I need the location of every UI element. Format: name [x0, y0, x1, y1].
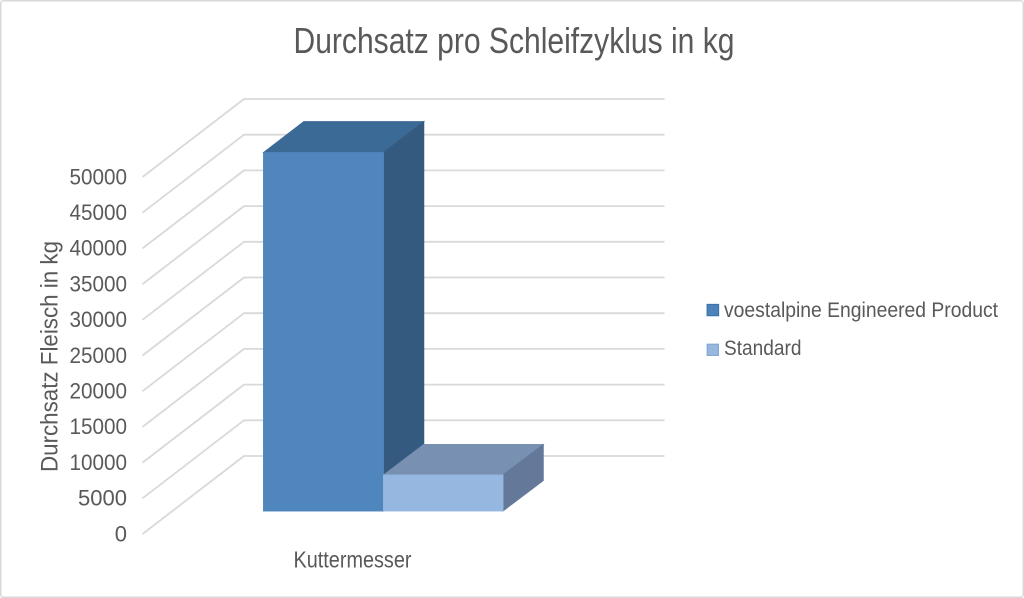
svg-text:Durchsatz pro Schleifzyklus in: Durchsatz pro Schleifzyklus in kg [294, 20, 735, 61]
svg-text:15000: 15000 [70, 414, 128, 439]
svg-text:45000: 45000 [70, 200, 128, 225]
svg-text:voestalpine Engineered Product: voestalpine Engineered Product [724, 299, 998, 322]
svg-text:40000: 40000 [70, 236, 128, 261]
svg-text:50000: 50000 [70, 164, 128, 189]
svg-text:5000: 5000 [78, 486, 127, 511]
svg-text:25000: 25000 [70, 343, 128, 368]
svg-text:Durchsatz Fleisch in kg: Durchsatz Fleisch in kg [37, 241, 64, 472]
svg-text:0: 0 [115, 521, 127, 546]
svg-text:30000: 30000 [70, 307, 128, 332]
svg-text:10000: 10000 [70, 450, 128, 475]
svg-text:Standard: Standard [724, 337, 802, 360]
svg-text:Kuttermesser: Kuttermesser [294, 547, 412, 573]
svg-text:35000: 35000 [70, 271, 128, 296]
svg-text:20000: 20000 [70, 379, 128, 404]
